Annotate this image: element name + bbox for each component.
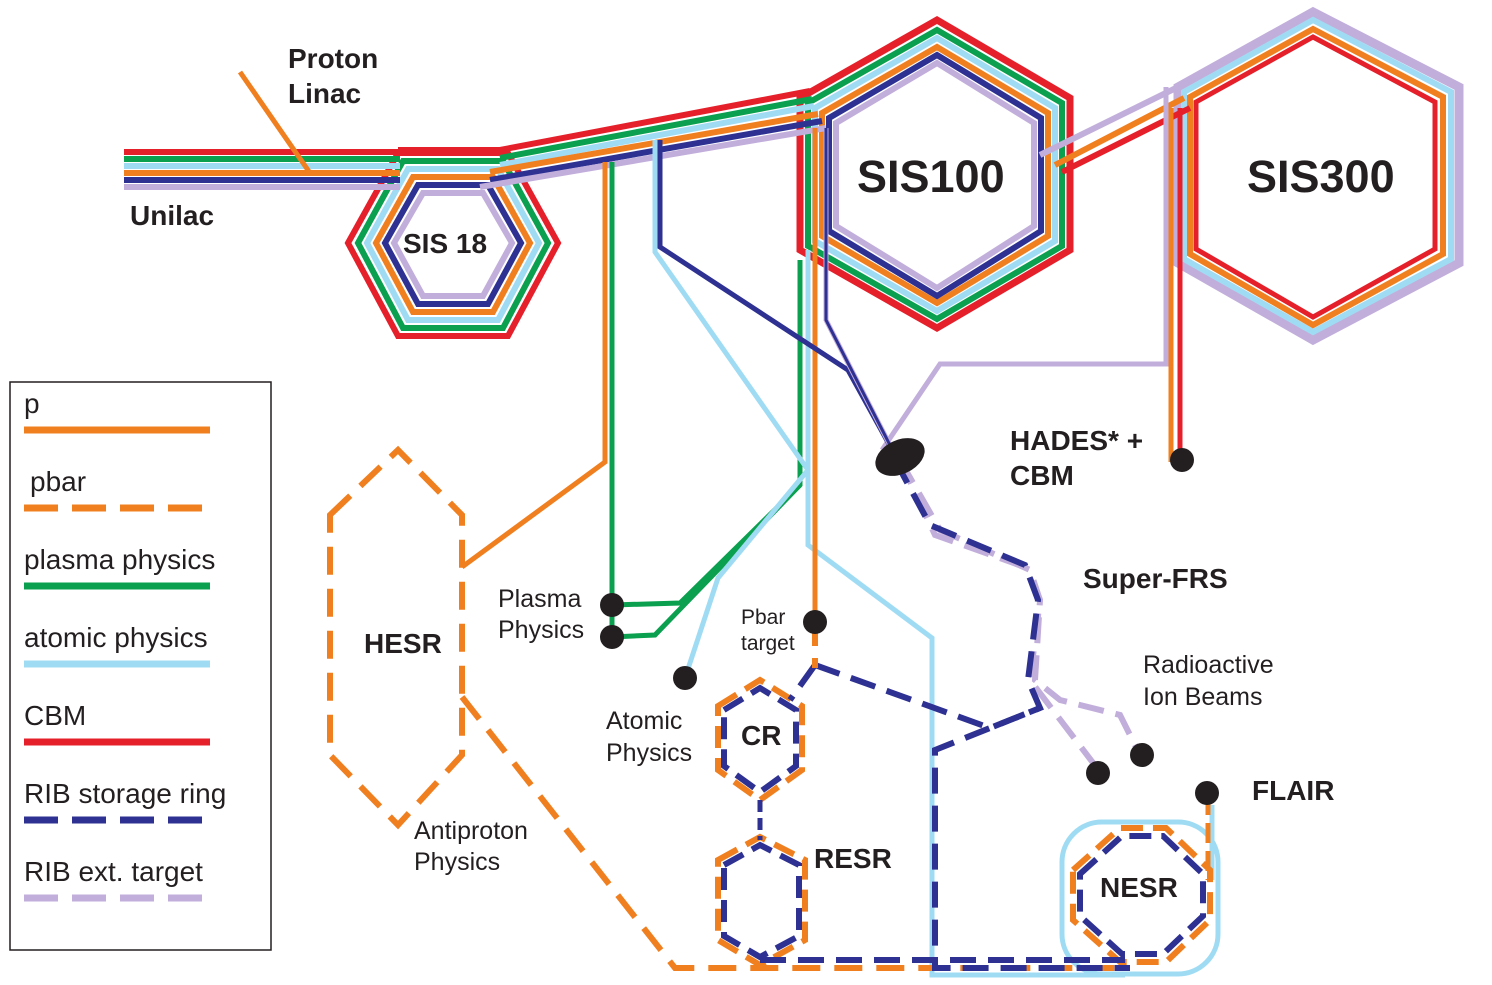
flair-dot: [1195, 781, 1219, 805]
cr-ring: [715, 676, 805, 804]
hades-cbm-label-1: HADES* +: [1010, 425, 1143, 456]
radioactive-label-2: Ion Beams: [1143, 683, 1263, 711]
legend-label-0: p: [24, 388, 40, 419]
unilac-label: Unilac: [130, 200, 214, 231]
super-frs-target-dot: [875, 438, 925, 476]
proton-lines: [460, 108, 1174, 620]
rib-dot-2: [1130, 743, 1154, 767]
radioactive-label-1: Radioactive: [1143, 651, 1274, 679]
legend-label-6: RIB ext. target: [24, 856, 203, 887]
target-dots: [600, 438, 1219, 805]
flair-label: FLAIR: [1252, 775, 1334, 806]
rib-target-line: [879, 87, 1169, 452]
proton-linac-label-2: Linac: [288, 78, 361, 109]
cr-label: CR: [741, 720, 781, 751]
antiproton-label-2: Physics: [414, 848, 500, 876]
plasma-dot-2: [600, 625, 624, 649]
pbar-target-dot: [803, 610, 827, 634]
unilac-beamlines: [124, 88, 827, 190]
pbar-target-label-2: target: [741, 632, 795, 655]
legend-label-2: plasma physics: [24, 544, 215, 575]
atomic-physics-lines: [652, 140, 1221, 978]
hades-cbm-dot: [1170, 448, 1194, 472]
sis100-ring: [796, 15, 1074, 333]
sis100-label: SIS100: [857, 151, 1005, 202]
proton-linac-line: [237, 70, 400, 176]
atomic-physics-label-2: Physics: [606, 739, 692, 767]
legend-label-4: CBM: [24, 700, 86, 731]
hesr-label: HESR: [364, 628, 442, 659]
sis300-label: SIS300: [1247, 151, 1395, 202]
atomic-physics-label-1: Atomic: [606, 707, 682, 735]
antiproton-label-1: Antiproton: [414, 817, 528, 845]
sis18-label: SIS 18: [403, 228, 487, 259]
legend-label-1: pbar: [30, 466, 86, 497]
atomic-dot: [673, 666, 697, 690]
plasma-dot-1: [600, 593, 624, 617]
plasma-physics-label-1: Plasma: [498, 585, 581, 613]
nesr-label: NESR: [1100, 872, 1178, 903]
resr-ring: [715, 833, 808, 969]
resr-label: RESR: [814, 843, 892, 874]
legend-label-5: RIB storage ring: [24, 778, 226, 809]
legend-label-3: atomic physics: [24, 622, 208, 653]
plasma-physics-label-2: Physics: [498, 616, 584, 644]
pbar-target-label-1: Pbar: [741, 606, 785, 629]
super-frs-label: Super-FRS: [1083, 563, 1228, 594]
proton-linac-label-1: Proton: [288, 43, 378, 74]
super-frs-route: [760, 458, 1143, 971]
legend: p pbar plasma physics atomic physics CBM RIB …: [9, 381, 272, 951]
rib-ring-line-inner: [824, 128, 897, 456]
nesr-ring: [1070, 825, 1213, 965]
rib-dot-1: [1086, 761, 1110, 785]
hades-cbm-label-2: CBM: [1010, 460, 1074, 491]
plasma-physics-lines: [609, 162, 803, 640]
